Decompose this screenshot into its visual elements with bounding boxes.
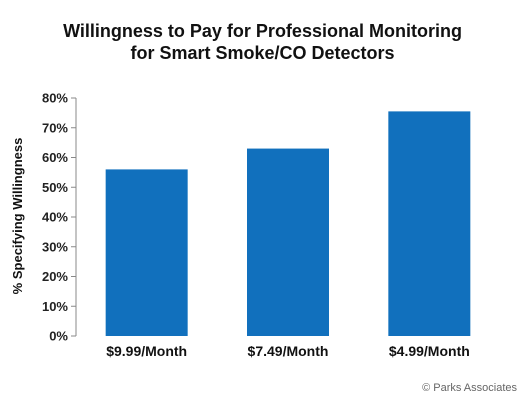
chart-title-line-1: Willingness to Pay for Professional Moni… <box>63 21 462 41</box>
copyright-text: © Parks Associates <box>422 382 517 394</box>
y-tick-label: 0% <box>49 329 68 344</box>
y-tick-label: 60% <box>42 150 68 165</box>
y-tick-label: 20% <box>42 269 68 284</box>
x-category-label: $9.99/Month <box>106 343 187 359</box>
x-category-label: $4.99/Month <box>389 343 470 359</box>
y-axis: 0% 10% 20% 30% 40% 50% 60% 70% 80% <box>42 91 77 344</box>
bar <box>388 111 471 336</box>
x-category-label: $7.49/Month <box>248 343 329 359</box>
y-tick-label: 10% <box>42 299 68 314</box>
y-tick-label: 80% <box>42 91 68 106</box>
chart-title: Willingness to Pay for Professional Moni… <box>0 20 525 64</box>
y-tick-label: 70% <box>42 120 68 135</box>
chart-title-line-2: for Smart Smoke/CO Detectors <box>130 43 395 63</box>
y-tick-label: 50% <box>42 180 68 195</box>
bars <box>105 111 471 336</box>
y-tick-label: 30% <box>42 239 68 254</box>
x-axis: $9.99/Month $7.49/Month $4.99/Month <box>106 343 470 359</box>
bar <box>105 169 188 336</box>
y-axis-title: % Specifying Willingness <box>10 138 25 295</box>
bar <box>247 148 329 336</box>
y-tick-label: 40% <box>42 210 68 225</box>
